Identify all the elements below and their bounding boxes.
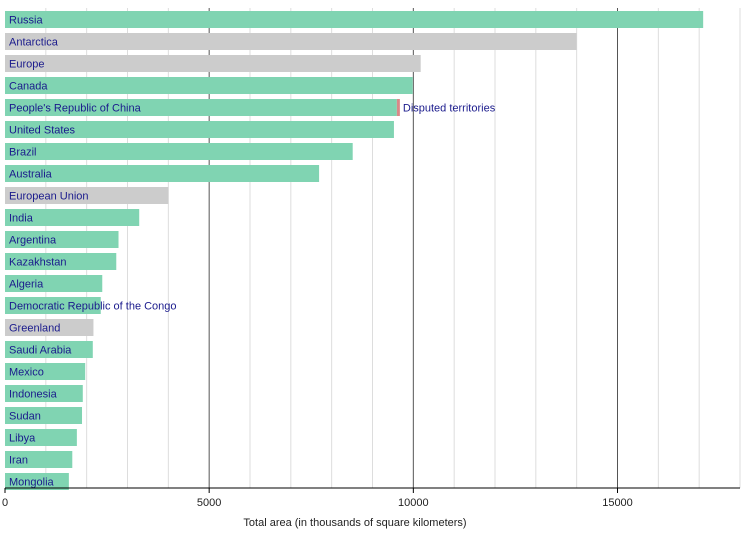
bar-labels: Russia Antarctica Europe Canada People's Rep… bbox=[9, 15, 496, 489]
bar bbox=[5, 143, 353, 160]
bar bbox=[5, 99, 397, 116]
x-axis-label: Total area (in thousands of square kilom… bbox=[243, 517, 466, 529]
bars bbox=[5, 11, 704, 490]
bar-label: Mexico bbox=[9, 367, 44, 379]
x-tick-label: 5000 bbox=[197, 497, 221, 509]
bar bbox=[5, 319, 94, 336]
bar bbox=[5, 121, 394, 138]
bar-label: Russia bbox=[9, 15, 44, 27]
bar bbox=[5, 385, 83, 402]
bar bbox=[5, 473, 69, 490]
bar bbox=[5, 209, 140, 226]
x-tick-label: 0 bbox=[2, 497, 8, 509]
bar-label: European Union bbox=[9, 191, 89, 203]
bar-label: Libya bbox=[9, 433, 36, 445]
bar-label: Iran bbox=[9, 455, 28, 467]
bar bbox=[5, 55, 421, 72]
bar-label: Argentina bbox=[9, 235, 57, 247]
bar bbox=[5, 297, 101, 314]
x-tick-label: 15000 bbox=[602, 497, 633, 509]
bar bbox=[5, 451, 73, 468]
bar-label: India bbox=[9, 213, 34, 225]
bar-label: Indonesia bbox=[9, 389, 58, 401]
x-axis-ticks: 0 5000 10000 15000 bbox=[2, 488, 633, 509]
bar-label: Saudi Arabia bbox=[9, 345, 72, 357]
bar-label: United States bbox=[9, 125, 76, 137]
bar-label: Algeria bbox=[9, 279, 44, 291]
disputed-bar-segment bbox=[396, 99, 400, 116]
bar-label: Greenland bbox=[9, 323, 60, 335]
bar bbox=[5, 231, 119, 248]
bar-label: People's Republic of China bbox=[9, 103, 142, 115]
bar bbox=[5, 275, 103, 292]
bar-label: Antarctica bbox=[9, 37, 59, 49]
bar-label: Australia bbox=[9, 169, 53, 181]
bar bbox=[5, 407, 83, 424]
bar bbox=[5, 253, 117, 270]
bar bbox=[5, 11, 704, 28]
bar-label: Mongolia bbox=[9, 477, 55, 489]
bar-label: Democratic Republic of the Congo bbox=[9, 301, 177, 313]
bar bbox=[5, 429, 77, 446]
bar-label: Canada bbox=[9, 81, 48, 93]
bar bbox=[5, 341, 93, 358]
disputed-territories-label: Disputed territories bbox=[403, 103, 496, 115]
bar-label: Kazakhstan bbox=[9, 257, 66, 269]
x-tick-label: 10000 bbox=[398, 497, 429, 509]
bar bbox=[5, 165, 320, 182]
bar-label: Sudan bbox=[9, 411, 41, 423]
bar bbox=[5, 363, 86, 380]
bar-label: Brazil bbox=[9, 147, 37, 159]
bar-label: Europe bbox=[9, 59, 44, 71]
bar bbox=[5, 187, 169, 204]
bar bbox=[5, 77, 413, 94]
bar bbox=[5, 33, 577, 50]
